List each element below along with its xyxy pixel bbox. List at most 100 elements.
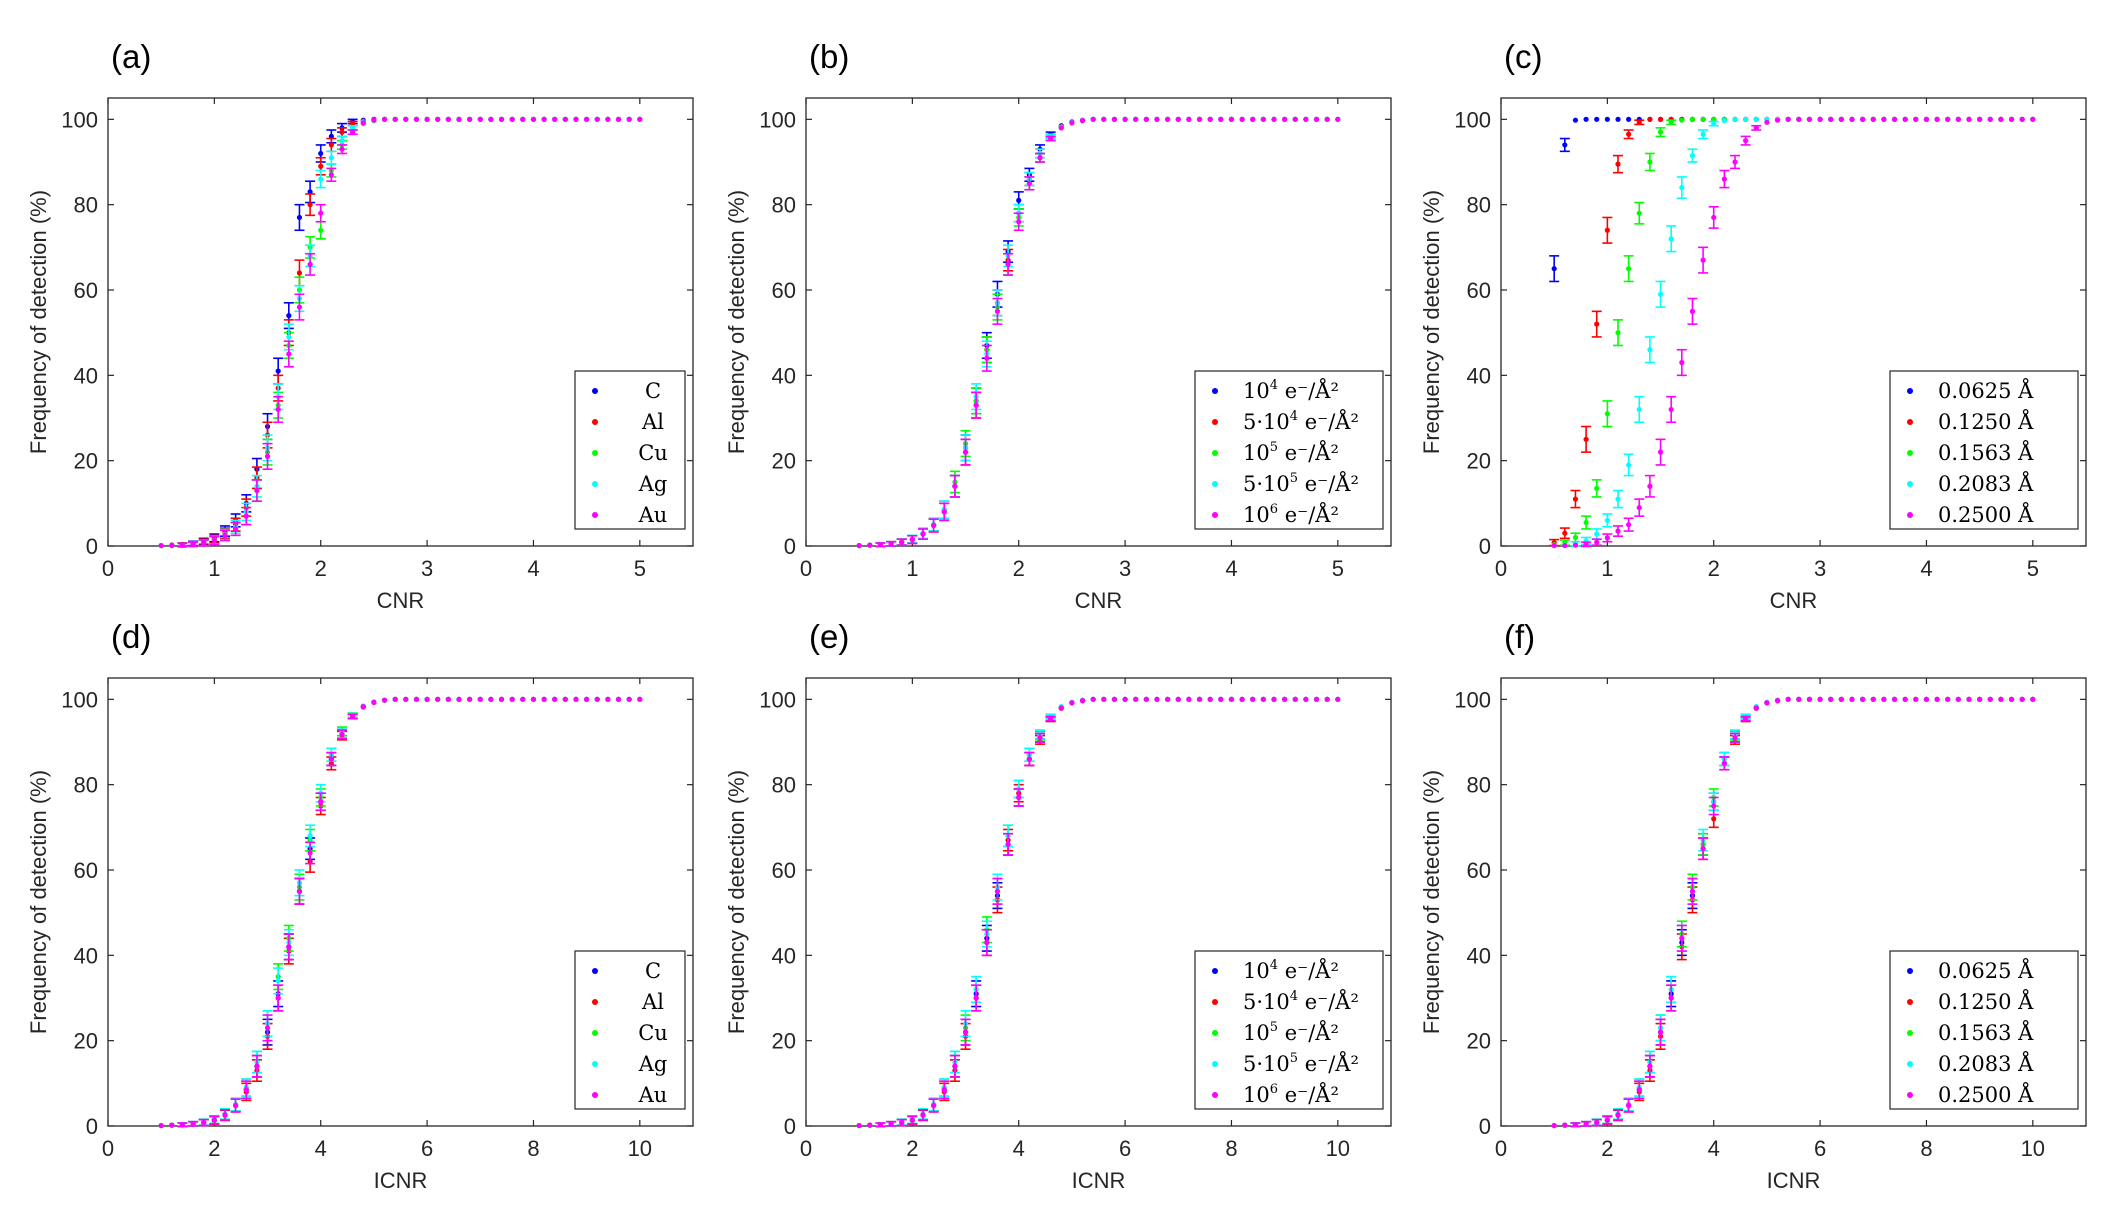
legend-entry: Cu: [638, 1021, 668, 1045]
panel-label: (e): [809, 618, 849, 655]
data-point: [1955, 116, 1961, 122]
data-point: [626, 696, 632, 702]
data-point: [867, 542, 873, 548]
data-point: [920, 531, 926, 537]
data-point: [1923, 696, 1930, 702]
legend-entry: 105 e⁻/Å²: [1243, 440, 1339, 465]
data-point: [509, 116, 515, 122]
data-point: [1594, 116, 1600, 122]
data-point: [1069, 700, 1075, 706]
data-point: [1260, 116, 1266, 122]
data-point: [275, 978, 281, 984]
series-1e6: [856, 116, 1341, 549]
data-point: [456, 696, 462, 702]
data-point: [318, 163, 324, 169]
y-tick-label: 0: [1479, 1114, 1491, 1139]
data-point: [424, 696, 430, 702]
legend-marker: [1212, 419, 1218, 425]
data-point: [1324, 116, 1330, 122]
data-point: [296, 270, 303, 276]
data-point: [456, 116, 462, 122]
data-point: [1562, 1122, 1568, 1128]
panel-label: (a): [111, 38, 151, 75]
data-point: [371, 117, 377, 123]
legend-marker: [1907, 450, 1913, 456]
data-point: [520, 116, 526, 122]
data-point: [1721, 118, 1727, 124]
data-point: [222, 1112, 228, 1118]
data-point: [1647, 483, 1653, 489]
data-point: [1572, 496, 1579, 502]
x-tick-label: 0: [102, 1136, 114, 1161]
data-point: [1228, 116, 1235, 122]
legend-entry: Ag: [638, 472, 668, 496]
y-tick-label: 0: [784, 534, 796, 559]
data-point: [1753, 116, 1759, 122]
data-point: [1647, 1063, 1653, 1069]
data-point: [1165, 696, 1171, 702]
data-point: [530, 696, 537, 702]
y-axis-label: Frequency of detection (%): [724, 770, 749, 1034]
series-Ag: [158, 696, 643, 1129]
legend: 0.0625 Å 0.1250 Å 0.1563 Å 0.2083 Å 0.2500 Å: [1889, 370, 2079, 530]
data-point: [1196, 696, 1203, 702]
x-tick-label: 5: [2027, 556, 2039, 581]
data-point: [1143, 696, 1149, 702]
legend-marker: [1907, 1030, 1913, 1036]
data-point: [1143, 116, 1149, 122]
data-point: [552, 696, 558, 702]
data-point: [952, 1063, 958, 1069]
legend: 104 e⁻/Å² 5·104 e⁻/Å² 105 e⁻/Å² 5·105 e⁻/Å²…: [1194, 370, 1384, 530]
y-tick-label: 60: [74, 278, 98, 303]
y-tick-label: 0: [784, 1114, 796, 1139]
legend-marker: [1212, 999, 1218, 1005]
data-point: [637, 696, 643, 702]
data-point: [637, 116, 643, 122]
series-Au: [158, 116, 643, 549]
data-point: [1037, 155, 1043, 161]
data-point: [909, 1117, 915, 1123]
series-Au: [158, 696, 643, 1129]
data-point: [1165, 116, 1171, 122]
axes-box: [805, 677, 1392, 1127]
data-point: [1977, 696, 1983, 702]
axes-box: [107, 677, 694, 1127]
data-point: [1774, 117, 1781, 123]
data-point: [1647, 116, 1653, 122]
data-point: [1785, 696, 1791, 702]
data-point: [1154, 696, 1160, 702]
legend-entry: 0.1250 Å: [1938, 989, 2034, 1014]
data-point: [1594, 485, 1600, 491]
x-tick-label: 8: [527, 1136, 539, 1161]
data-point: [1849, 116, 1855, 122]
data-point: [899, 539, 905, 545]
data-point: [222, 532, 228, 538]
x-axis-label: CNR: [1770, 588, 1818, 613]
data-point: [1154, 116, 1160, 122]
data-point: [350, 121, 356, 127]
panel-label: (f): [1504, 618, 1535, 655]
data-point: [899, 1119, 905, 1126]
x-tick-label: 1: [1601, 556, 1613, 581]
data-point: [1260, 696, 1266, 702]
data-point: [1626, 131, 1632, 137]
data-point: [856, 542, 862, 549]
data-point: [877, 1122, 884, 1128]
data-point: [318, 150, 324, 157]
data-point: [1604, 1117, 1610, 1123]
legend-box: [1889, 370, 2079, 530]
data-point: [1700, 846, 1706, 852]
y-tick-label: 20: [74, 449, 98, 474]
data-point: [541, 116, 547, 122]
legend-entry: 106 e⁻/Å²: [1243, 1082, 1339, 1107]
x-tick-label: 8: [1920, 1136, 1932, 1161]
data-point: [1636, 406, 1642, 413]
legend-marker: [1907, 512, 1913, 518]
data-point: [1806, 116, 1813, 122]
data-point: [158, 542, 164, 549]
series-1e6: [856, 696, 1341, 1129]
data-point: [1657, 116, 1664, 122]
legend-entry: 5·104 e⁻/Å²: [1243, 989, 1359, 1014]
data-point: [941, 1087, 947, 1093]
x-tick-label: 10: [2021, 1136, 2045, 1161]
